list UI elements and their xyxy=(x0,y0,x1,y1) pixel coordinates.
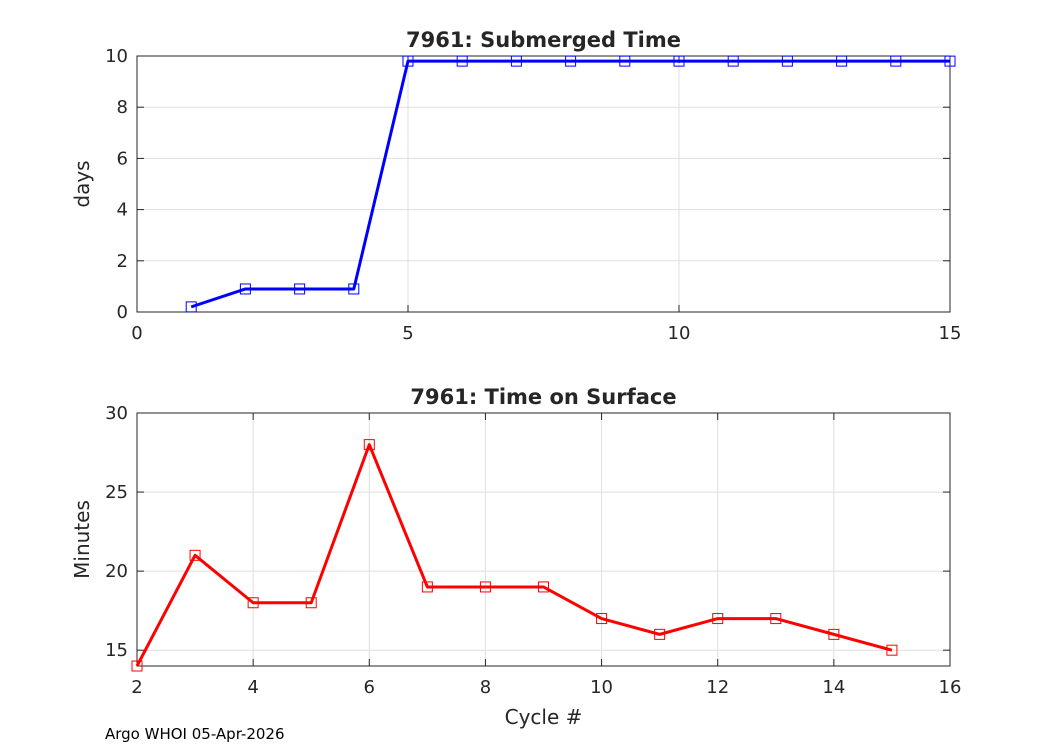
data-point-marker xyxy=(781,55,793,67)
plot-area xyxy=(137,56,950,312)
x-tick-label: 10 xyxy=(590,677,613,698)
data-point-marker xyxy=(828,628,840,640)
x-tick-label: 14 xyxy=(822,677,845,698)
data-point-marker xyxy=(770,613,782,625)
data-point-marker xyxy=(294,283,306,295)
x-axis-label: Cycle # xyxy=(505,705,583,729)
x-tick-label: 2 xyxy=(131,677,142,698)
y-tick-label: 0 xyxy=(117,302,128,323)
series-line xyxy=(135,443,893,667)
data-point-marker xyxy=(836,55,848,67)
data-point-marker xyxy=(673,55,685,67)
y-tick-label: 8 xyxy=(117,97,128,118)
data-point-marker xyxy=(565,55,577,67)
data-point-marker xyxy=(402,55,414,67)
x-tick-label: 8 xyxy=(480,677,491,698)
subplot-2: 2 4 6 8 10 12 14 16 15 20 25 30 7961: Time on Surfac… xyxy=(70,385,961,729)
series-line xyxy=(190,59,950,309)
data-point-marker xyxy=(131,660,143,672)
x-tick-label: 10 xyxy=(668,323,691,344)
data-point-marker xyxy=(510,55,522,67)
data-point-marker xyxy=(421,581,433,593)
y-tick-label: 20 xyxy=(105,561,128,582)
data-point-marker xyxy=(727,55,739,67)
data-point-marker xyxy=(247,597,259,609)
data-point-marker xyxy=(479,581,491,593)
x-tick-label: 6 xyxy=(364,677,375,698)
data-point-marker xyxy=(189,549,201,561)
data-point-marker xyxy=(538,581,549,593)
x-tick-label: 12 xyxy=(706,677,729,698)
x-tick-label: 5 xyxy=(402,323,413,344)
data-point-marker xyxy=(619,55,631,67)
x-tick-label: 4 xyxy=(247,677,258,698)
data-point-marker xyxy=(596,613,608,625)
x-tick-label: 15 xyxy=(939,323,962,344)
y-tick-label: 30 xyxy=(105,403,128,424)
chart-title: 7961: Submerged Time xyxy=(406,28,681,52)
plot-area xyxy=(137,413,950,666)
data-point-marker xyxy=(886,644,898,656)
subplot-1: 0 5 10 15 0 2 4 6 8 10 7961: Submerged Time days xyxy=(70,28,961,344)
x-tick-label: 16 xyxy=(939,677,962,698)
data-point-marker xyxy=(348,283,360,295)
data-point-marker xyxy=(890,55,902,67)
axes-frame xyxy=(136,55,951,313)
data-point-marker xyxy=(363,439,375,451)
y-tick-label: 4 xyxy=(117,200,128,221)
data-point-marker xyxy=(712,613,724,625)
y-tick-label: 25 xyxy=(105,482,128,503)
data-point-marker xyxy=(944,55,956,67)
x-tick-label: 0 xyxy=(131,323,142,344)
y-tick-label: 10 xyxy=(105,46,128,67)
chart-title: 7961: Time on Surface xyxy=(410,385,676,409)
y-tick-label: 6 xyxy=(117,148,128,169)
data-point-marker xyxy=(654,628,666,640)
axes-frame xyxy=(136,412,951,667)
data-point-marker xyxy=(239,283,251,295)
data-point-marker xyxy=(305,597,317,609)
y-tick-label: 15 xyxy=(105,640,128,661)
y-axis-label: days xyxy=(70,160,94,207)
footer-credit: Argo WHOI 05-Apr-2026 xyxy=(105,725,285,743)
data-point-marker xyxy=(185,301,197,313)
data-point-marker xyxy=(456,55,468,67)
y-axis-label: Minutes xyxy=(70,500,94,579)
y-tick-label: 2 xyxy=(117,251,128,272)
